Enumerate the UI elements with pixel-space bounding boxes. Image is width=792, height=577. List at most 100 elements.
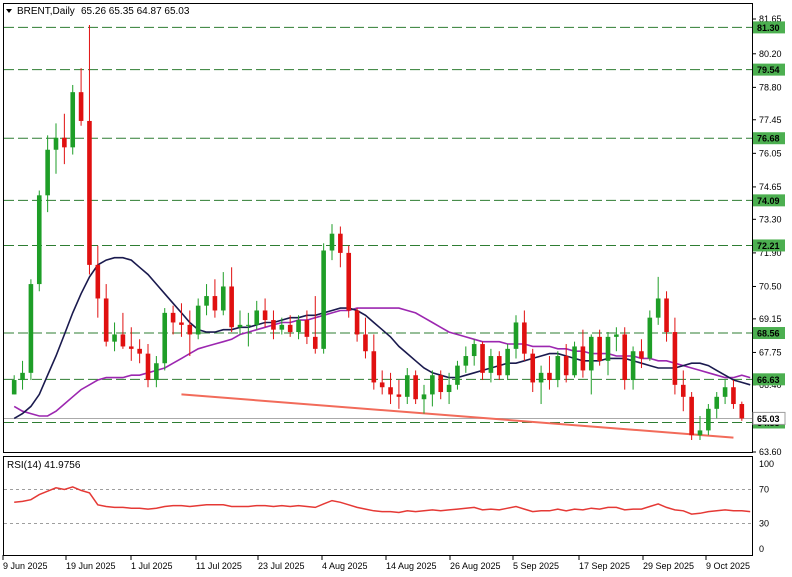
candle-body	[170, 312, 176, 323]
candle-body	[547, 372, 552, 381]
candle-body	[413, 375, 418, 400]
candle-body	[672, 332, 678, 385]
current-price-box	[752, 411, 786, 425]
main-panel-border	[3, 3, 753, 453]
candle-body	[471, 344, 477, 357]
candle-body	[220, 286, 226, 311]
candle-body	[563, 356, 569, 376]
candle-body	[605, 336, 611, 361]
level-label-box	[753, 194, 785, 207]
candle-body	[430, 375, 435, 395]
slow-moving-average-line	[13, 307, 751, 417]
rsi-indicator: 100 70 30 0	[4, 459, 774, 554]
time-tick-label: 9 Oct 2025	[706, 561, 750, 571]
time-tick-label: 29 Sep 2025	[643, 561, 694, 571]
level-label-text: 72.21	[757, 241, 780, 251]
candle-body	[538, 372, 544, 383]
price-tick-label: 71.90	[759, 248, 782, 258]
level-label-text: 79.54	[757, 65, 780, 75]
price-tick-label: 80.20	[759, 49, 782, 59]
candle-body	[580, 346, 586, 371]
support-trendline	[181, 393, 734, 439]
price-tick-label: 74.65	[759, 182, 782, 192]
candle-body	[95, 264, 101, 299]
moving-averages	[13, 256, 751, 420]
candle-body	[229, 286, 234, 328]
candle-body	[70, 92, 76, 148]
candle-body	[287, 324, 293, 333]
candle-body	[639, 351, 644, 359]
time-tick-label: 23 Jul 2025	[258, 561, 305, 571]
candles	[11, 24, 745, 441]
candle-body	[36, 195, 42, 285]
time-tick-label: 11 Jul 2025	[196, 561, 242, 571]
ohlc-label: 65.26 65.35 64.87 65.03	[81, 6, 190, 17]
price-tick-label: 69.15	[759, 314, 782, 324]
level-label-box	[753, 132, 785, 145]
candle-body	[354, 310, 360, 335]
price-tick-label: 78.80	[759, 82, 782, 92]
candle-body	[697, 430, 703, 436]
level-label-box	[753, 63, 785, 76]
time-tick-label: 19 Jun 2025	[66, 561, 116, 571]
rsi-tick-label: 70	[759, 485, 769, 495]
price-tick-label: 76.05	[759, 148, 782, 158]
candle-body	[731, 387, 736, 405]
candle-body	[145, 353, 151, 381]
rsi-panel-border	[3, 456, 753, 556]
candle-body	[655, 298, 661, 318]
candle-body	[680, 384, 686, 397]
candle-body	[120, 334, 126, 347]
candle-body	[128, 346, 134, 349]
dropdown-triangle-icon[interactable]	[6, 9, 12, 13]
candle-body	[630, 351, 636, 381]
level-label-text: 81.30	[757, 23, 780, 33]
candle-body	[555, 356, 561, 381]
candle-body	[112, 334, 117, 342]
candle-body	[463, 356, 469, 366]
price-tick-label: 73.30	[759, 214, 782, 224]
candle-body	[338, 233, 343, 253]
candle-body	[187, 324, 193, 335]
fast-moving-average-line	[13, 256, 751, 420]
time-tick-label: 17 Sep 2025	[579, 561, 630, 571]
candle-body	[87, 120, 92, 265]
level-label-box	[753, 373, 785, 386]
horizontal-levels	[4, 26, 752, 423]
level-label-text: 66.63	[757, 375, 780, 385]
candle-body	[488, 356, 494, 373]
candle-body	[572, 346, 577, 376]
rsi-tick-label: 0	[759, 544, 764, 554]
candle-body	[480, 344, 485, 373]
candle-body	[237, 324, 243, 328]
candle-body	[20, 372, 25, 381]
current-price-text: 65.03	[757, 414, 780, 424]
candle-body	[179, 322, 184, 325]
candle-body	[622, 334, 628, 381]
candle-body	[664, 298, 669, 333]
candle-body	[11, 380, 17, 395]
chart-title-group: BRENT,Daily 65.26 65.35 64.87 65.03	[6, 6, 190, 17]
candle-body	[312, 336, 318, 349]
rsi-line	[14, 486, 751, 515]
price-tick-label: 81.65	[759, 14, 782, 24]
candle-body	[522, 322, 527, 354]
candle-body	[204, 296, 209, 306]
candle-body	[154, 363, 159, 381]
candle-body	[53, 137, 59, 150]
time-tick-label: 26 Aug 2025	[450, 561, 501, 571]
candle-body	[254, 310, 260, 325]
candle-body	[706, 408, 711, 431]
candle-body	[329, 233, 335, 251]
price-tick-label: 63.60	[759, 447, 782, 457]
rsi-label: RSI(14) 41.9756	[7, 460, 81, 471]
candle-body	[346, 252, 352, 311]
candle-body	[455, 365, 460, 385]
price-tick-label: 70.50	[759, 281, 782, 291]
level-label-text: 76.68	[757, 134, 780, 144]
level-label-box	[753, 327, 785, 340]
candle-body	[438, 375, 444, 393]
candle-body	[103, 298, 109, 342]
candle-body	[246, 324, 251, 326]
